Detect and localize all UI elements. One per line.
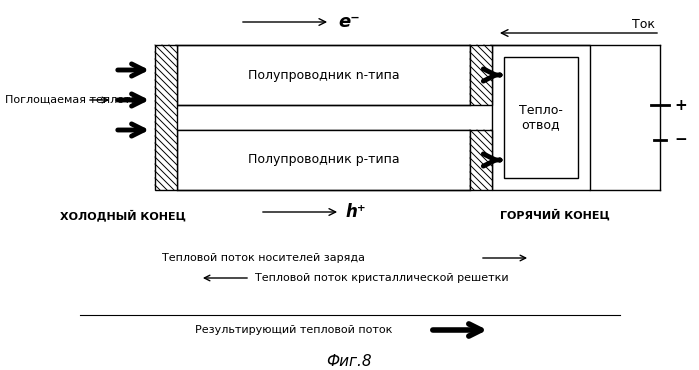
Text: Тепловой поток носителей заряда: Тепловой поток носителей заряда xyxy=(162,253,365,263)
Bar xyxy=(504,57,578,178)
Bar xyxy=(155,45,177,190)
Bar xyxy=(177,130,470,190)
Text: Поглощаемая теплота: Поглощаемая теплота xyxy=(5,95,138,105)
Text: Фиг.8: Фиг.8 xyxy=(326,354,372,370)
Text: Полупроводник n-типа: Полупроводник n-типа xyxy=(247,68,399,81)
Text: +: + xyxy=(674,98,686,112)
Bar xyxy=(492,45,590,190)
Text: e⁻: e⁻ xyxy=(338,13,360,31)
Text: Ток: Ток xyxy=(632,18,655,31)
Text: Полупроводник p-типа: Полупроводник p-типа xyxy=(247,154,399,166)
Bar xyxy=(177,45,470,105)
Bar xyxy=(470,45,492,105)
Text: ХОЛОДНЫЙ КОНЕЦ: ХОЛОДНЫЙ КОНЕЦ xyxy=(60,209,186,221)
Text: Результирующий тепловой поток: Результирующий тепловой поток xyxy=(195,325,392,335)
Text: −: − xyxy=(674,132,686,148)
Text: Тепло-
отвод: Тепло- отвод xyxy=(519,104,563,131)
Bar xyxy=(470,130,492,190)
Text: h⁺: h⁺ xyxy=(345,203,366,221)
Text: Тепловой поток кристаллической решетки: Тепловой поток кристаллической решетки xyxy=(255,273,509,283)
Text: ГОРЯЧИЙ КОНЕЦ: ГОРЯЧИЙ КОНЕЦ xyxy=(500,209,610,221)
